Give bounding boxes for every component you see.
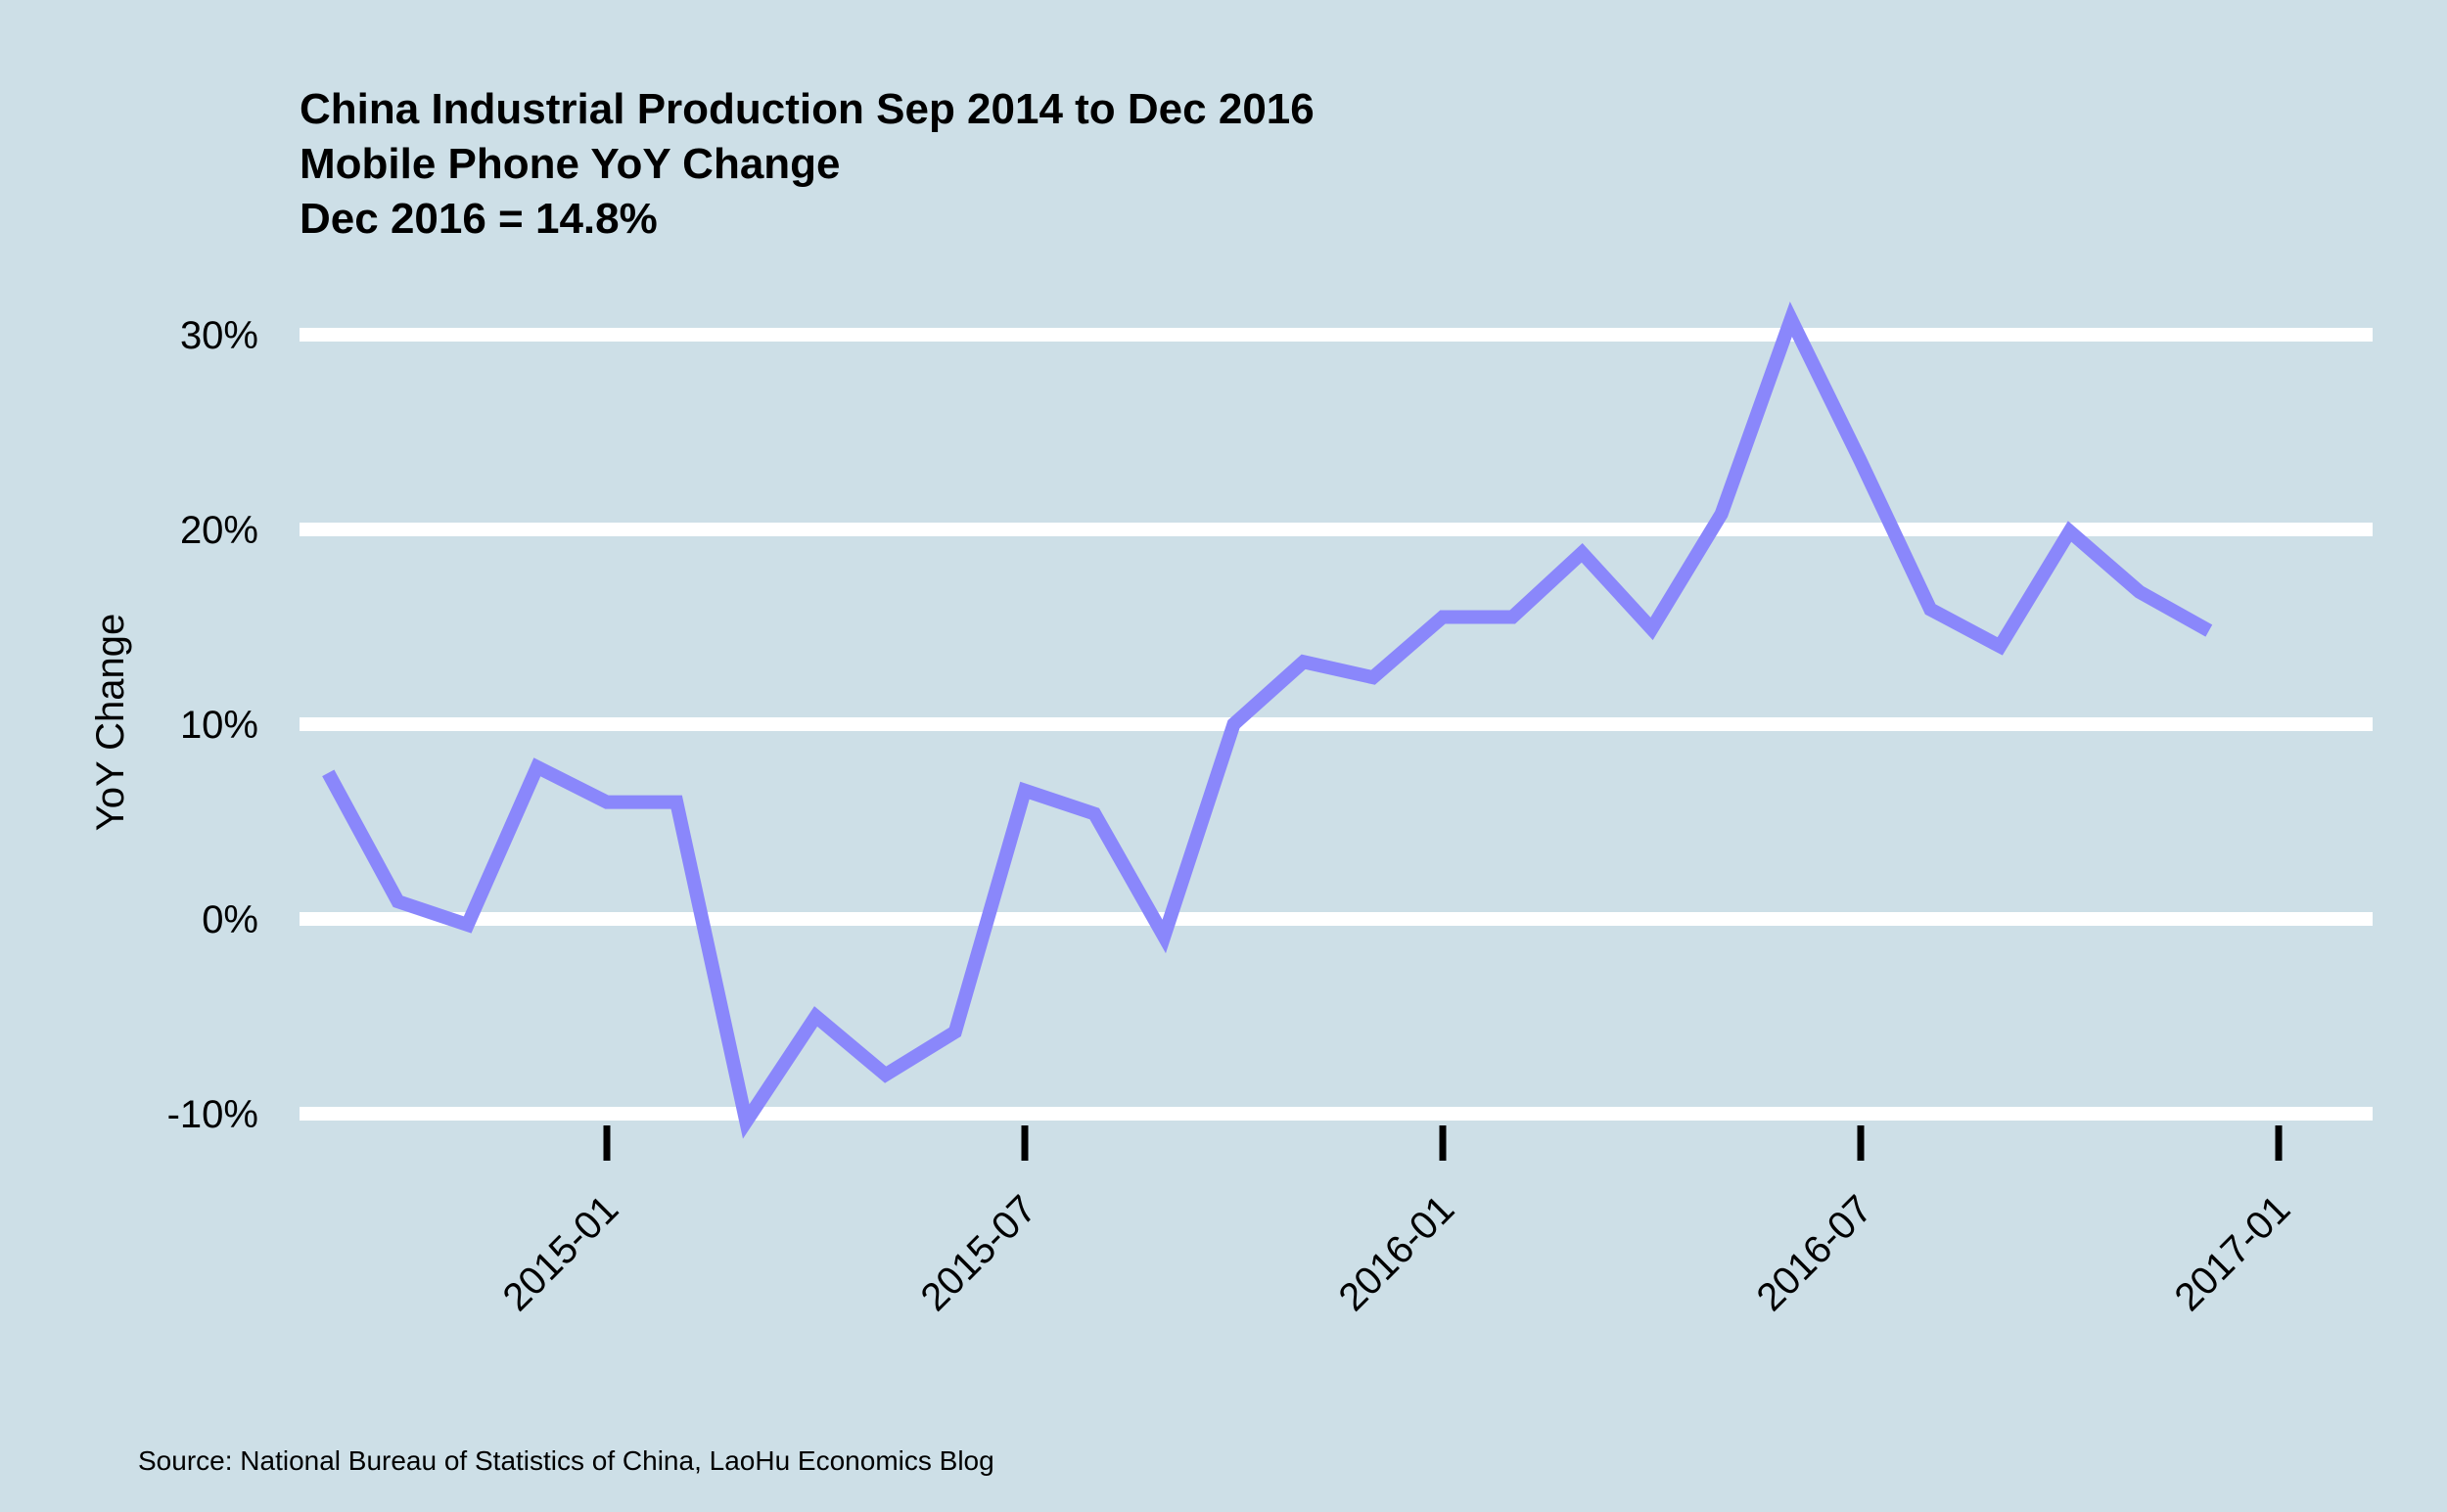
chart-title: China Industrial Production Sep 2014 to … — [300, 85, 1315, 243]
title-line-3: Dec 2016 = 14.8% — [300, 195, 658, 243]
x-tick-label: 2017-01 — [2166, 1187, 2298, 1319]
source-note: Source: National Bureau of Statistics of… — [138, 1445, 994, 1476]
x-tick-label: 2016-01 — [1330, 1187, 1462, 1319]
series-line — [322, 301, 2213, 1139]
x-tick-label: 2016-07 — [1748, 1187, 1880, 1319]
y-axis-label: YoY Change — [89, 614, 132, 831]
title-line-1: China Industrial Production Sep 2014 to … — [300, 85, 1315, 133]
y-tick-labels: -10% 0% 10% 20% 30% — [167, 314, 258, 1136]
x-ticks: 2015-01 2015-07 2016-01 2016-07 2017-01 — [494, 1125, 2298, 1319]
x-tick-label: 2015-01 — [494, 1187, 626, 1319]
y-tick-label: 10% — [180, 704, 258, 747]
y-tick-label: -10% — [167, 1093, 258, 1136]
y-tick-label: 0% — [202, 898, 258, 941]
y-tick-label: 20% — [180, 509, 258, 552]
title-line-2: Mobile Phone YoY Change — [300, 140, 841, 188]
x-tick-label: 2015-07 — [912, 1187, 1044, 1319]
series-line-group — [322, 301, 2213, 1139]
grid-lines — [300, 328, 2373, 1121]
y-tick-label: 30% — [180, 314, 258, 357]
